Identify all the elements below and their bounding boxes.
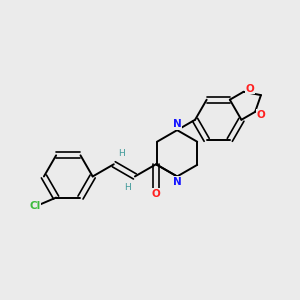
Text: O: O (152, 189, 160, 199)
Text: N: N (173, 119, 182, 129)
Text: N: N (173, 177, 182, 187)
Text: H: H (118, 149, 124, 158)
Text: H: H (124, 183, 131, 192)
Text: Cl: Cl (29, 201, 40, 211)
Text: O: O (257, 110, 266, 120)
Text: O: O (245, 84, 254, 94)
